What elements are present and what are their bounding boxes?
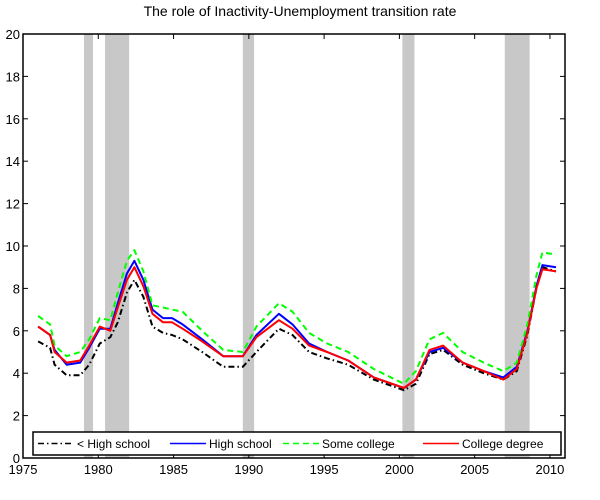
series-line-0	[37, 266, 557, 392]
plot-frame	[22, 33, 566, 459]
recession-band	[83, 34, 94, 458]
y-tick-label: 10	[6, 239, 20, 254]
y-tick-label: 6	[13, 324, 20, 339]
y-tick-label: 20	[6, 27, 20, 42]
x-tick-label: 1985	[159, 462, 188, 477]
x-tick-label: 1980	[84, 462, 113, 477]
y-tick-label: 2	[13, 409, 20, 424]
x-tick-label: 2005	[460, 462, 489, 477]
y-tick-label: 16	[6, 112, 20, 127]
y-tick-label: 12	[6, 197, 20, 212]
y-tick-label: 0	[13, 451, 20, 466]
y-tick-label: 18	[6, 69, 20, 84]
legend-label-0: < High school	[77, 437, 150, 451]
x-tick-label: 1975	[9, 462, 38, 477]
x-tick-label: 2010	[535, 462, 564, 477]
x-tick-label: 1995	[310, 462, 339, 477]
y-tick-label: 14	[6, 154, 20, 169]
y-tick-label: 8	[13, 281, 20, 296]
x-tick-label: 1990	[234, 462, 263, 477]
recession-band	[105, 34, 130, 458]
series-line-2	[37, 249, 557, 385]
legend-label-1: High school	[209, 437, 272, 451]
legend-label-2: Some college	[322, 437, 395, 451]
legend-label-3: College degree	[462, 437, 544, 451]
x-tick-label: 2000	[385, 462, 414, 477]
series-line-3	[37, 266, 557, 389]
recession-band	[504, 34, 530, 458]
y-tick-label: 4	[13, 366, 20, 381]
recession-band	[402, 34, 415, 458]
recession-band	[242, 34, 255, 458]
chart-title: The role of Inactivity-Unemployment tran…	[143, 3, 457, 19]
